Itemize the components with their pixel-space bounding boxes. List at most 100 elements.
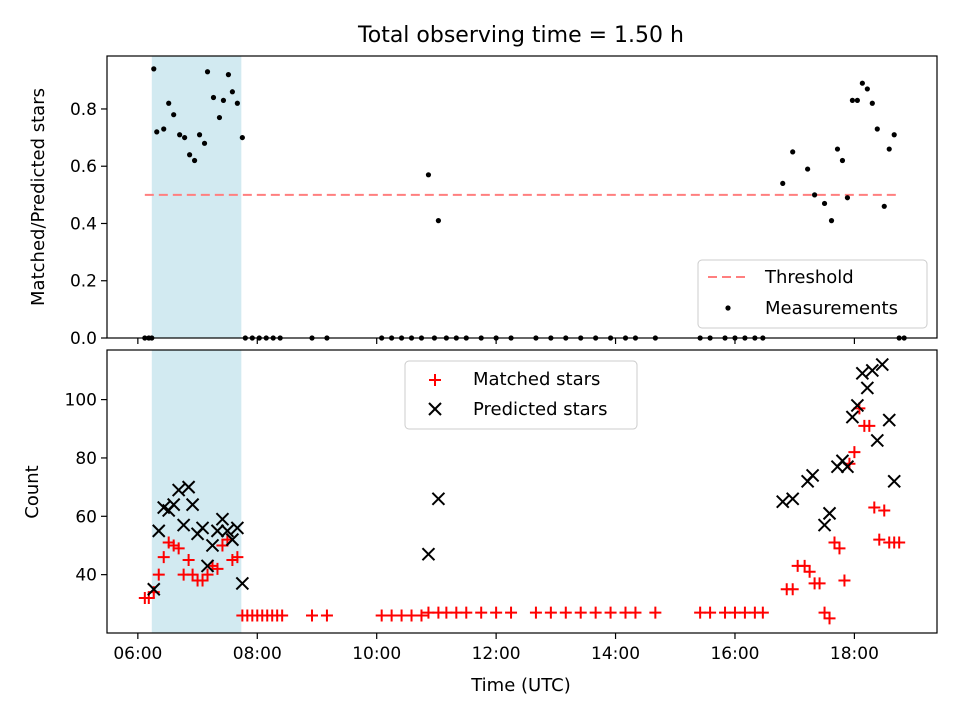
matched-stars-point bbox=[152, 568, 165, 581]
bottom-x-tick-label: 12:00 bbox=[472, 644, 521, 664]
bottom-y-tick-label: 60 bbox=[75, 507, 97, 527]
measurement-point bbox=[201, 140, 208, 146]
bottom-y-tick-label: 100 bbox=[65, 391, 97, 411]
measurement-point bbox=[182, 134, 188, 141]
measurement-point bbox=[220, 97, 227, 103]
measurement-point bbox=[821, 200, 828, 207]
matched-stars-point bbox=[529, 606, 542, 619]
measurement-point bbox=[171, 112, 177, 118]
bottom-y-axis: 40 60 80 100 bbox=[65, 391, 107, 586]
bottom-axes-frame bbox=[106, 349, 938, 634]
matched-stars-point bbox=[649, 606, 662, 619]
matched-stars-point bbox=[786, 583, 799, 596]
measurement-point bbox=[187, 152, 193, 158]
measurement-point bbox=[225, 72, 232, 78]
top-y-tick-label: 0.4 bbox=[70, 214, 97, 234]
predicted-stars-point bbox=[181, 480, 196, 494]
predicted-stars-point bbox=[421, 547, 436, 561]
measurement-point bbox=[161, 126, 167, 132]
measurement-point bbox=[229, 89, 235, 95]
chart-title: Total observing time = 1.50 h bbox=[357, 23, 684, 48]
measurement-point bbox=[166, 100, 172, 106]
bottom-shaded-interval bbox=[151, 350, 242, 633]
matched-stars-point bbox=[306, 609, 319, 622]
measurement-point bbox=[435, 218, 442, 224]
matched-stars-point bbox=[559, 606, 572, 619]
measurement-point bbox=[425, 172, 432, 178]
predicted-stars-point bbox=[785, 492, 800, 506]
measurement-point bbox=[874, 126, 880, 132]
top-shaded-interval bbox=[151, 56, 242, 338]
matched-stars-point bbox=[201, 568, 214, 581]
bottom-x-tick-label: 10:00 bbox=[352, 644, 401, 664]
predicted-stars-point bbox=[887, 474, 901, 488]
top-y-tick-label: 0.2 bbox=[70, 272, 97, 292]
measurement-point bbox=[151, 66, 157, 72]
legend-threshold-label: Threshold bbox=[764, 267, 854, 288]
bottom-x-tick-label: 18:00 bbox=[830, 644, 879, 664]
predicted-stars-point bbox=[850, 398, 865, 413]
matched-stars-point bbox=[863, 419, 876, 432]
predicted-stars-point bbox=[166, 497, 181, 512]
bottom-legend-box bbox=[404, 360, 638, 430]
matched-stars-point bbox=[629, 606, 642, 619]
matched-stars-point bbox=[604, 606, 617, 619]
legend-predicted-swatch bbox=[428, 402, 442, 416]
predicted-stars-point bbox=[205, 538, 220, 553]
predicted-stars-point bbox=[215, 512, 230, 526]
measurement-point bbox=[239, 134, 245, 141]
predicted-stars-point bbox=[845, 410, 860, 424]
predicted-stars-point bbox=[210, 524, 225, 538]
matched-stars-point bbox=[823, 612, 836, 625]
legend-predicted-label: Predicted stars bbox=[473, 399, 607, 420]
matched-stars-point bbox=[172, 542, 185, 555]
predicted-stars-point bbox=[230, 521, 245, 535]
bottom-panel: 40 60 80 100 06:00 08:00 10:00 12:00 14:00 16:00… bbox=[22, 349, 938, 696]
matched-stars-point bbox=[833, 542, 846, 555]
predicted-stars-point bbox=[840, 459, 855, 474]
predicted-stars-point bbox=[152, 524, 166, 538]
predicted-stars-point bbox=[822, 506, 837, 521]
predicted-stars-point bbox=[431, 492, 446, 506]
measurement-point bbox=[886, 146, 892, 152]
predicted-stars-point bbox=[875, 357, 889, 372]
matched-stars-point bbox=[878, 504, 891, 517]
measurement-point bbox=[828, 218, 835, 224]
matched-stars-point bbox=[803, 565, 816, 578]
measurement-point bbox=[790, 149, 796, 155]
measurement-point bbox=[864, 86, 870, 92]
matched-stars-point bbox=[893, 536, 906, 549]
matched-stars-point bbox=[460, 606, 473, 619]
predicted-stars-point bbox=[225, 532, 240, 547]
matched-stars-point bbox=[415, 609, 428, 622]
measurement-point bbox=[891, 132, 897, 138]
legend-matched-swatch bbox=[429, 374, 441, 386]
top-y-tick-label: 0.6 bbox=[70, 157, 97, 177]
matched-stars-point bbox=[848, 446, 861, 459]
matched-stars-point bbox=[231, 551, 244, 564]
top-legend-box bbox=[697, 259, 928, 329]
measurement-point bbox=[859, 80, 865, 86]
predicted-stars-point bbox=[855, 366, 870, 381]
matched-stars-point bbox=[756, 606, 769, 619]
predicted-stars-point bbox=[220, 524, 235, 538]
measurement-point bbox=[234, 100, 240, 106]
top-legend: Threshold Measurements bbox=[697, 259, 928, 329]
predicted-stars-point bbox=[817, 518, 832, 532]
matched-stars-point bbox=[704, 606, 717, 619]
bottom-x-axis: 06:00 08:00 10:00 12:00 14:00 16:00 18:00 bbox=[113, 633, 879, 664]
matched-stars-point bbox=[475, 606, 488, 619]
predicted-stars-point bbox=[870, 433, 884, 448]
matched-stars-point bbox=[574, 606, 587, 619]
measurement-point bbox=[216, 114, 223, 121]
measurement-point bbox=[839, 157, 846, 164]
measurement-point bbox=[191, 157, 198, 164]
measurement-point bbox=[204, 69, 211, 75]
matched-stars-point bbox=[505, 606, 518, 619]
measurement-point bbox=[881, 203, 887, 209]
measurement-point bbox=[849, 97, 856, 103]
predicted-stars-point bbox=[147, 582, 161, 596]
measurement-point bbox=[177, 132, 183, 138]
measurement-point bbox=[805, 166, 811, 172]
